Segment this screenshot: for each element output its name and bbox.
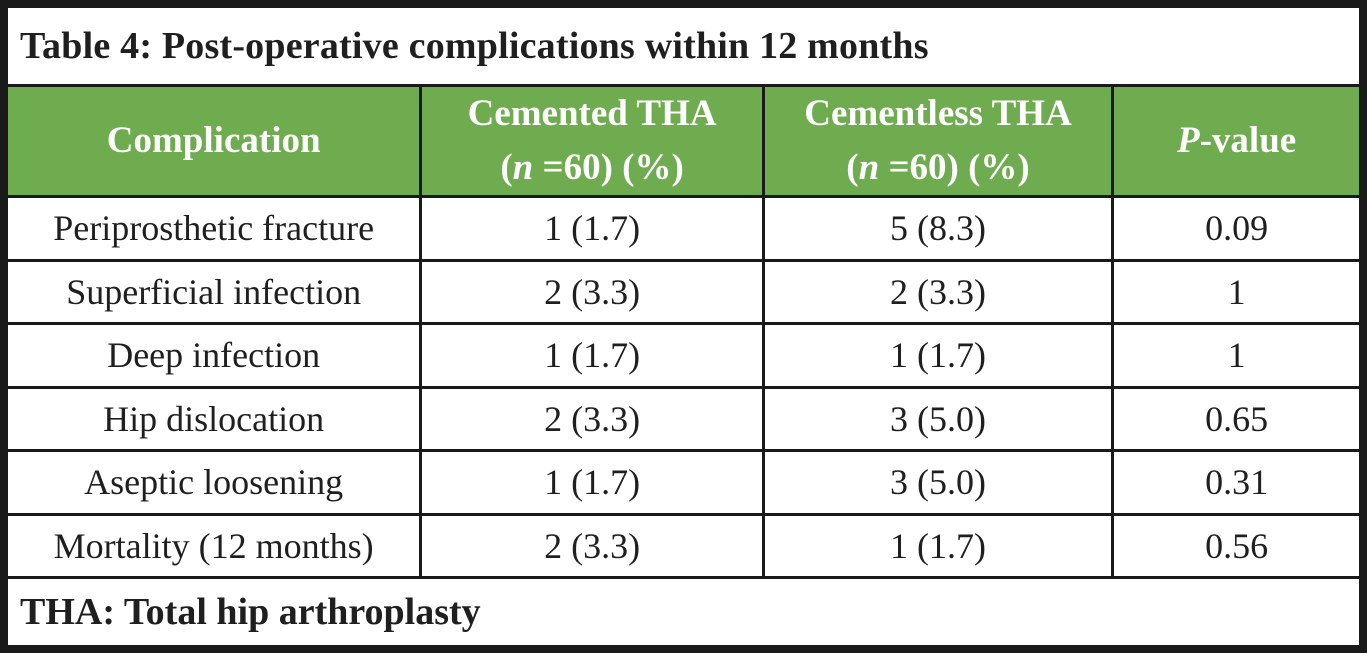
cell-p-value: 0.31: [1111, 449, 1362, 516]
cell-cemented: 2 (3.3): [419, 512, 765, 579]
cell-cementless: 1 (1.7): [761, 322, 1115, 389]
table-row-periprosthetic-fracture: Periprosthetic fracture 1 (1.7) 5 (8.3) …: [4, 195, 1362, 262]
cell-cementless: 3 (5.0): [761, 449, 1115, 516]
post-operative-complications-table: Table 4: Post-operative complications wi…: [4, 5, 1362, 648]
column-header-complication-label: Complication: [106, 120, 321, 162]
cell-complication: Deep infection: [4, 322, 423, 389]
cell-complication: Periprosthetic fracture: [4, 195, 423, 262]
cell-complication: Hip dislocation: [4, 385, 423, 452]
cell-cemented: 1 (1.7): [419, 449, 765, 516]
cell-cemented: 2 (3.3): [419, 385, 765, 452]
table-row-aseptic-loosening: Aseptic loosening 1 (1.7) 3 (5.0) 0.31: [4, 449, 1362, 516]
table-footnote-row: THA: Total hip arthroplasty: [5, 576, 1362, 648]
cell-cementless: 5 (8.3): [761, 195, 1115, 262]
cementless-tha-label: Cementless THA: [804, 93, 1072, 135]
table-row-deep-infection: Deep infection 1 (1.7) 1 (1.7) 1: [4, 322, 1362, 389]
cell-complication: Mortality (12 months): [4, 512, 423, 579]
cell-p-value: 1: [1111, 322, 1362, 389]
table-title: Table 4: Post-operative complications wi…: [5, 5, 1362, 87]
table-title-row: Table 4: Post-operative complications wi…: [5, 5, 1362, 87]
cemented-tha-label: Cemented THA: [467, 93, 717, 135]
column-header-cemented-tha: Cemented THA (n =60) (%): [419, 84, 765, 198]
p-value-label: P-value: [1176, 120, 1297, 162]
table-row-hip-dislocation: Hip dislocation 2 (3.3) 3 (5.0) 0.65: [4, 385, 1362, 452]
table-row-superficial-infection: Superficial infection 2 (3.3) 2 (3.3) 1: [4, 258, 1362, 325]
cell-p-value: 0.56: [1111, 512, 1362, 579]
cell-cemented: 1 (1.7): [419, 322, 765, 389]
cell-p-value: 0.65: [1111, 385, 1362, 452]
cell-cemented: 2 (3.3): [419, 258, 765, 325]
column-header-p-value: P-value: [1111, 84, 1362, 198]
column-header-complication: Complication: [4, 84, 423, 198]
cell-complication: Aseptic loosening: [4, 449, 423, 516]
cell-complication: Superficial infection: [4, 258, 423, 325]
column-header-cementless-tha: Cementless THA (n =60) (%): [761, 84, 1115, 198]
table-footnote: THA: Total hip arthroplasty: [5, 576, 1362, 648]
cemented-tha-n-label: (n =60) (%): [500, 147, 684, 188]
table-header-row: Complication Cemented THA (n =60) (%) Ce…: [4, 84, 1362, 198]
cell-cemented: 1 (1.7): [419, 195, 765, 262]
table-row-mortality: Mortality (12 months) 2 (3.3) 1 (1.7) 0.…: [4, 512, 1362, 579]
cell-p-value: 0.09: [1111, 195, 1362, 262]
cementless-tha-n-label: (n =60) (%): [846, 147, 1030, 188]
cell-cementless: 2 (3.3): [761, 258, 1115, 325]
cell-cementless: 1 (1.7): [761, 512, 1115, 579]
cell-p-value: 1: [1111, 258, 1362, 325]
cell-cementless: 3 (5.0): [761, 385, 1115, 452]
